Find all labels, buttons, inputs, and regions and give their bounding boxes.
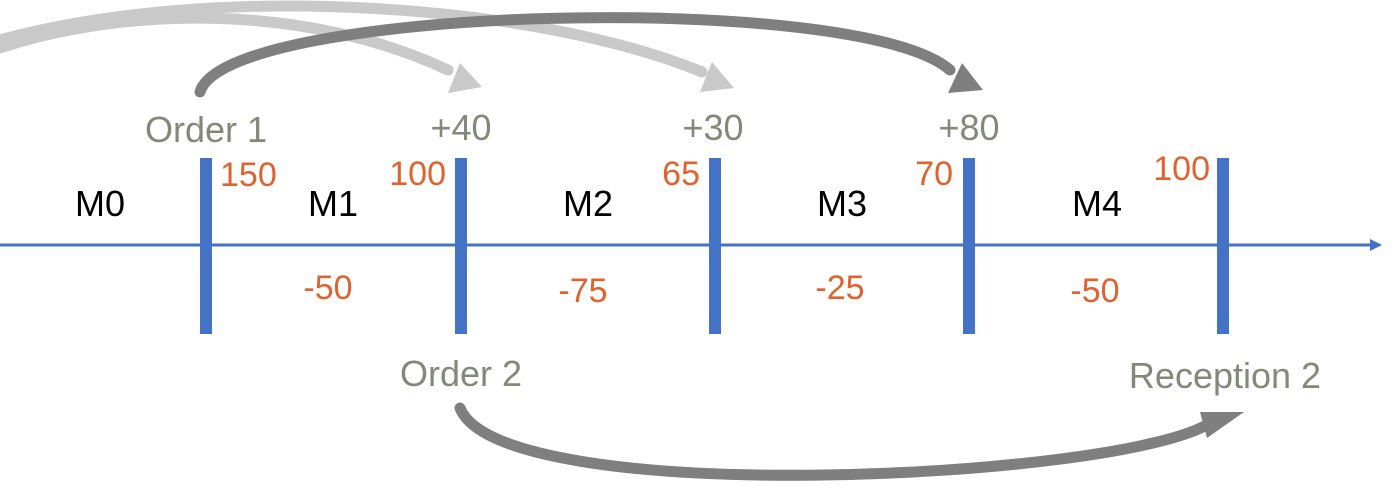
arrowhead-plus80 [948, 63, 983, 93]
period-labels: M0 M1 M2 M3 M4 [75, 183, 1122, 224]
period-label-m1: M1 [308, 183, 358, 224]
event-labels-above: Order 1 +40 +30 +80 [145, 107, 1000, 150]
period-label-m3: M3 [817, 183, 867, 224]
period-label-m4: M4 [1072, 183, 1122, 224]
stock-levels: 150 100 65 70 100 [220, 150, 1210, 194]
boundary-marker [200, 158, 212, 334]
period-change-m1: -50 [303, 269, 352, 307]
event-label-order-1: Order 1 [145, 109, 267, 150]
arrowhead-reception2 [1200, 412, 1244, 438]
flow-arrow-to-plus30 [0, 0, 708, 78]
flow-arrow-order2-to-reception2 [454, 402, 1216, 481]
period-label-m2: M2 [563, 183, 613, 224]
stock-level-1: 150 [220, 156, 277, 194]
event-label-order-2: Order 2 [400, 353, 522, 394]
period-changes: -50 -75 -25 -50 [303, 269, 1119, 310]
boundary-marker [455, 158, 467, 334]
flow-arrows [0, 0, 1244, 481]
boundary-marker [709, 158, 721, 334]
period-label-m0: M0 [75, 183, 125, 224]
arrowhead-plus30 [700, 62, 734, 92]
event-label-plus30: +30 [682, 107, 743, 148]
boundary-marker [963, 158, 975, 334]
event-labels-below: Order 2 Reception 2 [400, 353, 1321, 396]
arrowhead-plus40 [448, 63, 482, 93]
event-label-plus80: +80 [938, 107, 999, 148]
stock-level-4: 70 [915, 155, 953, 193]
flow-arrow-order1-to-plus80 [194, 12, 956, 98]
flow-arrow-to-plus40 [0, 12, 454, 76]
event-label-reception-2: Reception 2 [1129, 355, 1321, 396]
event-label-plus40: +40 [430, 107, 491, 148]
stock-level-3: 65 [662, 155, 700, 193]
period-change-m2: -75 [558, 272, 607, 310]
period-change-m4: -50 [1070, 272, 1119, 310]
stock-level-2: 100 [389, 155, 446, 193]
boundary-markers [200, 158, 1229, 334]
boundary-marker [1217, 158, 1229, 334]
stock-level-5: 100 [1153, 150, 1210, 188]
period-change-m3: -25 [815, 269, 864, 307]
